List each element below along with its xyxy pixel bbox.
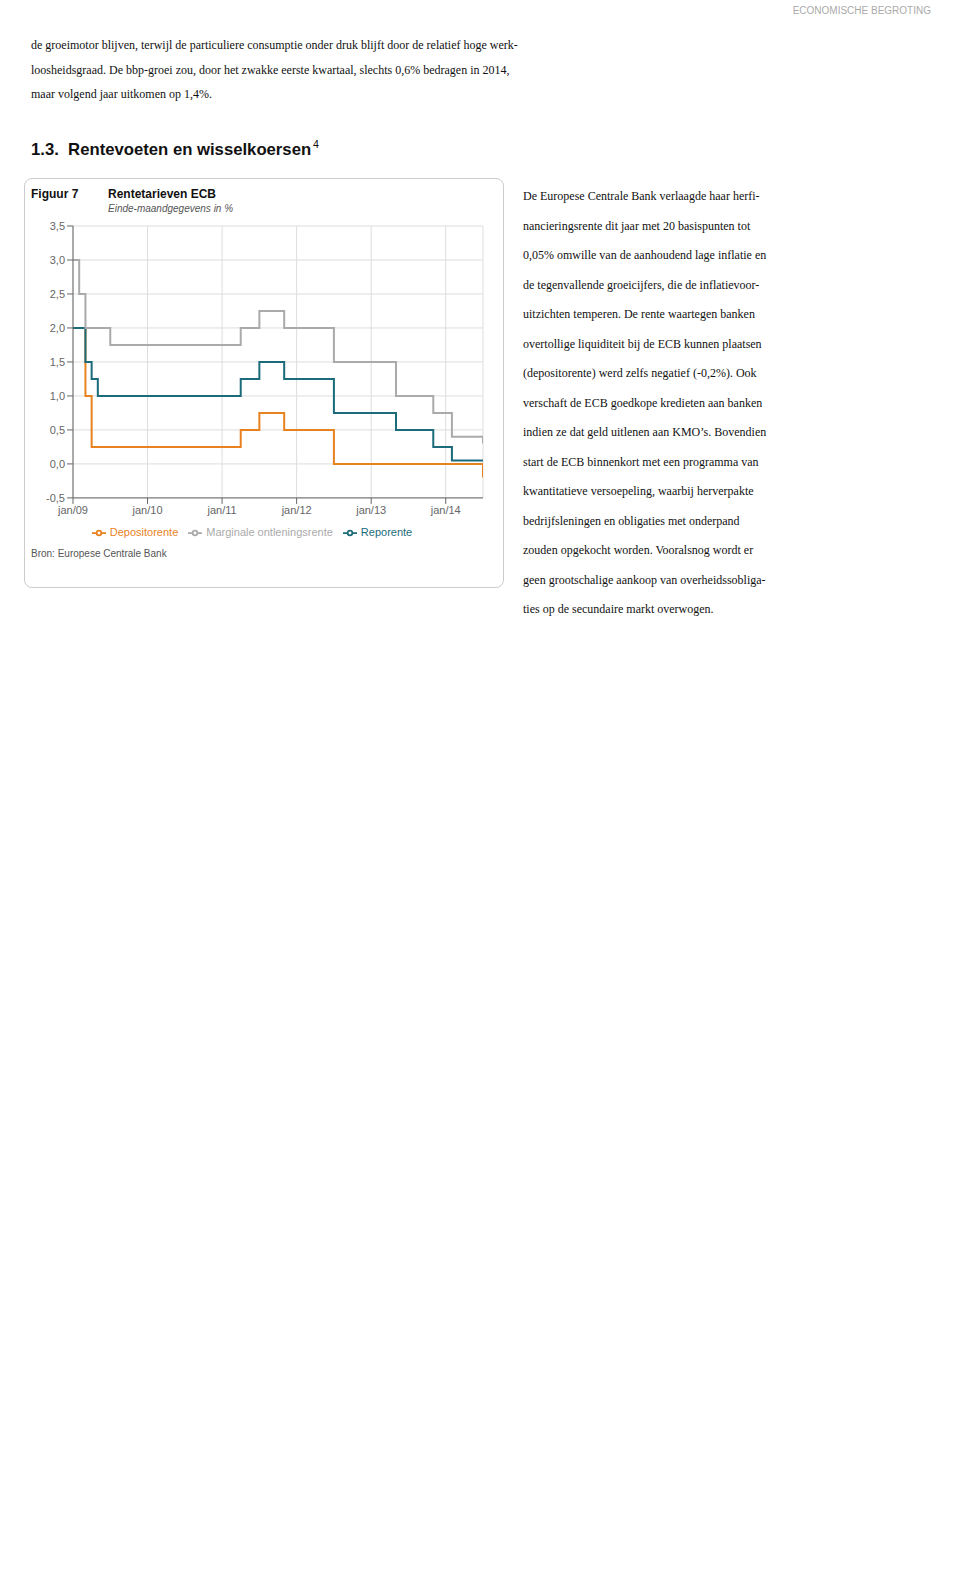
svg-text:jan/10: jan/10: [132, 504, 163, 516]
html-text:0,05% omwille van de aanhouden: 0,05% omwille van de aanhoudend lage inf…: [523, 248, 767, 262]
html-text:uitzichten temperen. De rente: uitzichten temperen. De rente waartegen …: [523, 307, 755, 321]
svg-text:jan/09: jan/09: [57, 504, 88, 516]
html-text:nancieringsrente dit jaar met: nancieringsrente dit jaar met 20 basispu…: [523, 218, 751, 233]
html-text:Depositorente: Depositorente: [109, 525, 179, 538]
html-text:de tegenvallende groeicijfers,: de tegenvallende groeicijfers, die de in…: [523, 277, 760, 292]
html-text:indien ze dat geld uitlenen aa: indien ze dat geld uitlenen aan KMO’s. B…: [523, 425, 767, 439]
html-text:geen grootschalige aankoop van: geen grootschalige aankoop van overheids…: [523, 572, 766, 587]
html-text:kwantitatieve versoepeling, wa: kwantitatieve versoepeling, waarbij herv…: [523, 484, 754, 498]
svg-text:3,0: 3,0: [50, 254, 65, 266]
svg-text:2,5: 2,5: [50, 288, 65, 300]
html-text:ECONOMISCHE BEGROTING: ECONOMISCHE BEGROTING: [792, 5, 931, 16]
html-text:start de ECB binnenkort met ee: start de ECB binnenkort met een programm…: [523, 454, 759, 469]
html-text:Rentetarieven ECB: Rentetarieven ECB: [108, 187, 216, 201]
html-text:maar volgend jaar uitkomen op: maar volgend jaar uitkomen op 1,4%.: [31, 87, 212, 102]
html-text:De Europese Centrale Bank verl: De Europese Centrale Bank verlaagde haar…: [523, 189, 760, 203]
svg-text:1,5: 1,5: [50, 356, 65, 368]
html-text:(depositorente) werd zelfs neg: (depositorente) werd zelfs negatief (-0,…: [523, 366, 757, 380]
svg-text:jan/11: jan/11: [207, 504, 237, 516]
html-text:loosheidsgraad. De bbp-groei z: loosheidsgraad. De bbp-groei zou, door h…: [31, 62, 510, 77]
svg-text:jan/12: jan/12: [281, 504, 312, 516]
html-text:de groeimotor blijven, terwijl: de groeimotor blijven, terwijl de partic…: [31, 38, 518, 52]
svg-text:-0,5: -0,5: [46, 492, 65, 504]
html-text:Figuur 7: Figuur 7: [31, 187, 79, 201]
svg-text:jan/13: jan/13: [355, 504, 386, 516]
svg-text:0,5: 0,5: [50, 424, 65, 436]
html-text:bedrijfsleningen en obligaties: bedrijfsleningen en obligaties met onder…: [523, 513, 740, 528]
html-text:Bron: Europese Centrale Bank: Bron: Europese Centrale Bank: [31, 548, 167, 559]
svg-text:3,5: 3,5: [50, 220, 65, 232]
html-text:verschaft de ECB goedkope kred: verschaft de ECB goedkope kredieten aan …: [523, 395, 763, 410]
html-text:1.3. Rentevoeten en wisselkoer: 1.3. Rentevoeten en wisselkoersen4: [31, 138, 320, 159]
svg-text:1,0: 1,0: [50, 390, 65, 402]
svg-text:jan/14: jan/14: [430, 504, 461, 516]
html-text:Reporente: Reporente: [360, 525, 413, 538]
svg-text:2,0: 2,0: [50, 322, 65, 334]
svg-text:0,0: 0,0: [50, 458, 65, 470]
html-text:zouden opgekocht worden. Voora: zouden opgekocht worden. Vooralsnog word…: [523, 543, 754, 557]
html-text:Einde-maandgegevens in %: Einde-maandgegevens in %: [108, 203, 234, 214]
html-text:overtollige liquiditeit bij de: overtollige liquiditeit bij de ECB kunne…: [523, 336, 762, 351]
html-text:ties op de secundaire markt ov: ties op de secundaire markt overwogen.: [523, 602, 714, 616]
html-text:Marginale ontleningsrente: Marginale ontleningsrente: [206, 525, 333, 538]
